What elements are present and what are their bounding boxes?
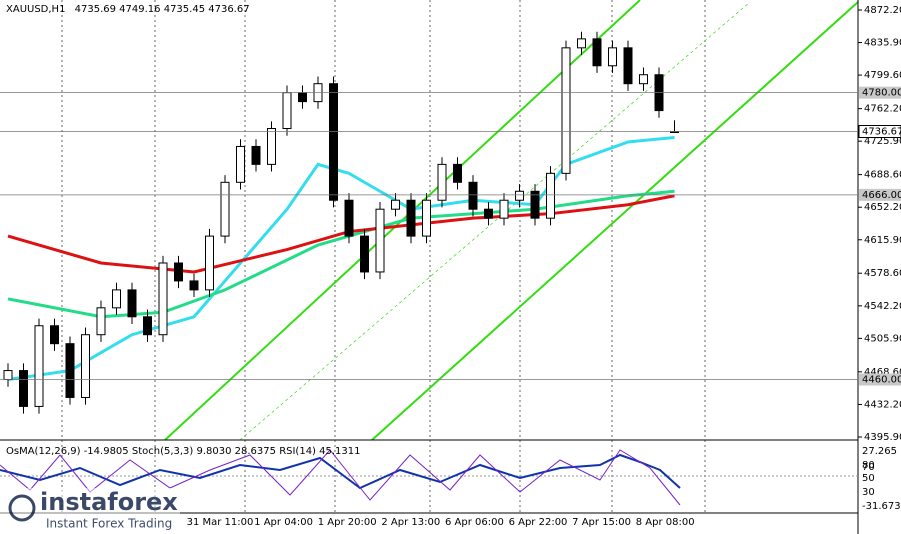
candle-body [515, 190, 524, 201]
candle-body [298, 92, 307, 103]
candle-body [422, 199, 431, 237]
candle-body [81, 334, 90, 398]
tagline: Instant Forex Trading [46, 517, 172, 531]
candle-body [437, 163, 447, 201]
y-tick-label: 4799.60 [864, 70, 901, 81]
brand: instaforex [40, 488, 178, 516]
candle-body [158, 262, 168, 336]
candle-body [375, 208, 385, 273]
y-tick-label: 4835.90 [864, 38, 901, 49]
candle-body [468, 181, 478, 210]
level-label: 4460.00 [862, 375, 901, 386]
y-tick-label: 4652.20 [864, 202, 901, 213]
y-tick-label: 4578.60 [864, 268, 901, 279]
time-label: 6 Apr 22:00 [509, 517, 568, 528]
moving-average [7, 189, 675, 319]
candle-body [344, 199, 354, 237]
candle-body [546, 172, 555, 219]
indicator-tick-label: -31.6731 [862, 501, 901, 512]
level-label: 4666.00 [862, 190, 901, 201]
candle-body [251, 145, 261, 165]
y-tick-label: 4762.20 [864, 104, 901, 115]
oscillator [0, 449, 858, 506]
y-tick-label: 4395.90 [864, 432, 901, 443]
y-tick-label: 4468.60 [864, 367, 901, 378]
candle-body [143, 316, 152, 336]
candle-body [50, 325, 59, 345]
candle-body [499, 199, 509, 219]
y-tick-label: 4688.60 [864, 170, 901, 181]
watermark: instaforex Instant Forex Trading [0, 488, 180, 534]
level-box [859, 86, 901, 99]
candle-body [577, 38, 586, 49]
candle-body [205, 235, 214, 291]
candle-body [96, 307, 106, 336]
y-tick-label: 4872.20 [864, 5, 901, 16]
indicator-tick-label: 27.265 [862, 446, 897, 457]
candle-body [19, 370, 28, 407]
candle-body [34, 325, 44, 407]
candle-body [530, 190, 540, 219]
candle-body [189, 280, 199, 291]
candle-body [112, 289, 121, 309]
time-label: 6 Apr 06:00 [445, 517, 504, 528]
candle-body [282, 92, 292, 130]
level-box [859, 188, 901, 201]
candle-body [65, 343, 75, 398]
candle-body [608, 47, 617, 67]
time-label: 2 Apr 13:00 [381, 517, 440, 528]
y-tick-label: 4542.20 [864, 301, 901, 312]
candle-body [174, 262, 183, 282]
candle-body [236, 145, 245, 183]
symbol-header: XAUUSD,H1 4735.69 4749.16 4735.45 4736.6… [6, 4, 250, 15]
level-box [858, 125, 901, 139]
candle-body [639, 74, 648, 85]
level-box [859, 373, 901, 386]
indicator-tick-label: 70 [862, 462, 875, 473]
candle-body [127, 289, 137, 318]
time-label: 7 Apr 15:00 [572, 517, 631, 528]
candle-body [329, 83, 338, 201]
time-label: 31 Mar 11:00 [187, 517, 254, 528]
candle-body [623, 47, 633, 85]
y-tick-label: 4432.20 [864, 399, 901, 410]
candle-body [592, 38, 602, 67]
candle-body [267, 128, 276, 165]
level-label: 4780.00 [862, 88, 901, 99]
y-tick-label: 4725.90 [864, 136, 901, 147]
indicator-tick-label: 80 [862, 460, 875, 471]
candle-body [406, 199, 416, 237]
candle-body [561, 47, 571, 174]
time-label: 1 Apr 20:00 [318, 517, 377, 528]
candle-body [453, 163, 462, 183]
time-label: 8 Apr 08:00 [636, 517, 695, 528]
indicator-tick-label: 50 [862, 473, 875, 484]
candle-body [484, 208, 493, 219]
indicator-tick-label: 30 [862, 487, 875, 498]
candle-body [3, 370, 13, 381]
level-label: 4736.67 [862, 127, 901, 138]
candle-body [360, 235, 369, 273]
candle-body [220, 181, 230, 237]
candle-body [391, 199, 400, 210]
indicator-header: OsMA(12,26,9) -14.9805 Stoch(5,3,3) 9.80… [6, 446, 361, 457]
time-label: 1 Apr 04:00 [254, 517, 313, 528]
y-tick-label: 4505.90 [864, 333, 901, 344]
y-tick-label: 4615.90 [864, 235, 901, 246]
